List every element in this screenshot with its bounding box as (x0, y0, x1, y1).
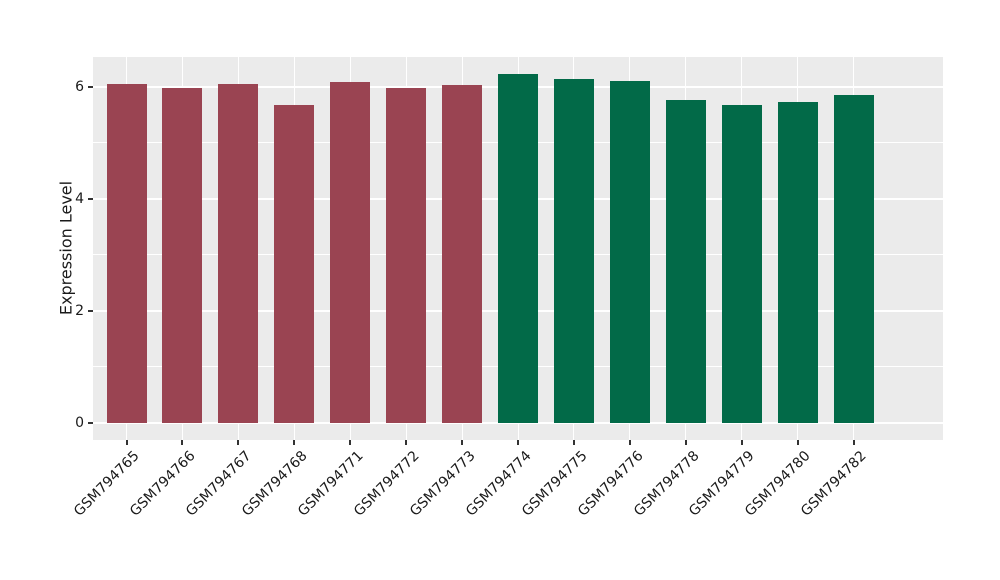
y-tick-label: 6 (75, 79, 84, 95)
bar-GSM794774 (498, 74, 538, 423)
bar-GSM794776 (609, 80, 650, 423)
x-tick-mark (572, 440, 575, 445)
x-tick-mark (461, 440, 464, 445)
x-tick-mark (684, 440, 687, 445)
y-tick-mark (88, 310, 93, 312)
bar-GSM794778 (665, 99, 706, 423)
bar-GSM794772 (386, 87, 427, 423)
x-tick-mark (796, 440, 799, 445)
bar-GSM794766 (162, 87, 203, 423)
x-tick-mark (237, 440, 240, 445)
bar-GSM794782 (833, 95, 874, 423)
x-tick-mark (517, 440, 519, 445)
x-tick-mark (628, 440, 631, 445)
bar-GSM794780 (777, 102, 818, 423)
y-tick-label: 0 (75, 415, 84, 431)
y-tick-mark (88, 86, 93, 88)
y-tick-mark (88, 422, 93, 424)
bar-GSM794773 (442, 84, 483, 423)
y-tick-mark (88, 198, 93, 200)
bar-GSM794779 (721, 105, 762, 423)
x-tick-mark (852, 440, 855, 445)
y-tick-label: 2 (75, 303, 84, 319)
bar-GSM794775 (553, 79, 594, 423)
x-tick-mark (405, 440, 408, 445)
x-tick-mark (125, 440, 128, 445)
bar-GSM794768 (274, 104, 315, 423)
x-tick-mark (181, 440, 184, 445)
x-tick-mark (293, 440, 296, 445)
bar-GSM794771 (330, 81, 371, 423)
plot-panel (93, 57, 943, 440)
x-tick-mark (349, 440, 352, 445)
bar-GSM794767 (218, 84, 259, 423)
x-tick-mark (740, 440, 743, 445)
bar-GSM794765 (106, 84, 147, 423)
y-tick-label: 4 (75, 191, 84, 207)
